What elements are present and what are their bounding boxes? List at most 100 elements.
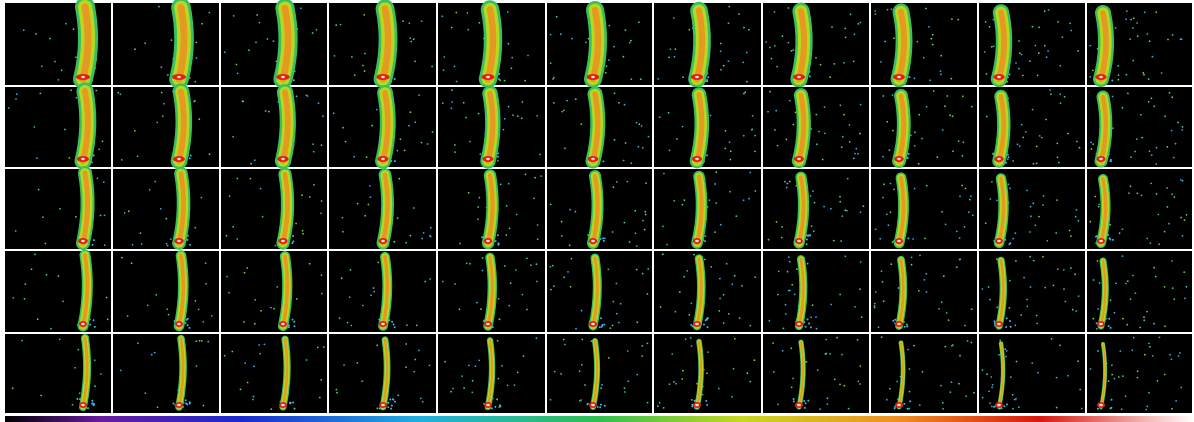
band-base-center [591, 158, 595, 160]
scatter-dot [1115, 27, 1117, 29]
scatter-dot [1130, 19, 1132, 21]
scatter-dot [536, 337, 538, 339]
scatter-dot [1055, 232, 1057, 234]
scatter-dot [849, 124, 851, 126]
scatter-dot [309, 196, 311, 198]
scatter-dot [603, 240, 605, 242]
scatter-dot [366, 156, 368, 158]
scatter-dot [986, 116, 988, 118]
scatter-dot [107, 319, 109, 321]
scatter-dot [640, 78, 642, 80]
scatter-dot [1148, 101, 1150, 103]
scatter-dot [65, 23, 67, 25]
scatter-dot [642, 220, 644, 222]
scatter-dot [1031, 362, 1033, 364]
scatter-dot [144, 42, 146, 44]
scatter-dot [608, 59, 610, 61]
scatter-dot [998, 354, 1000, 356]
scatter-dot [160, 66, 162, 68]
scatter-dot [623, 56, 625, 58]
scatter-dot [728, 60, 730, 62]
band-base-center [281, 240, 285, 242]
scatter-dot [815, 316, 817, 318]
scatter-dot [295, 223, 297, 225]
scatter-dot [104, 215, 106, 217]
scatter-dot [783, 328, 785, 330]
scatter-dot [410, 111, 412, 113]
scatter-dot [906, 326, 908, 328]
scatter-dot [623, 160, 625, 162]
scatter-dot [738, 13, 740, 15]
scatter-dot [714, 231, 716, 233]
scatter-dot [97, 177, 99, 179]
scatter-dot [553, 285, 555, 287]
scatter-dot [276, 286, 278, 288]
scatter-dot [76, 97, 78, 99]
scatter-dot [480, 308, 482, 310]
scatter-dot [636, 245, 638, 247]
scatter-dot [292, 235, 294, 237]
scatter-dot [950, 78, 952, 80]
scatter-dot [857, 23, 859, 25]
scatter-dot [466, 262, 468, 264]
scatter-dot [1130, 298, 1132, 300]
scatter-dot [793, 400, 795, 402]
scatter-dot [24, 298, 26, 300]
scatter-dot [432, 131, 434, 133]
scatter-dot [377, 262, 379, 264]
scatter-dot [830, 304, 832, 306]
scatter-dot [320, 212, 322, 214]
scatter-dot [273, 40, 275, 42]
scatter-dot [602, 160, 604, 162]
scatter-dot [36, 157, 38, 159]
scatter-dot [1117, 65, 1119, 67]
scatter-dot [834, 378, 836, 380]
scatter-dot [826, 403, 828, 405]
scatter-dot [1039, 135, 1041, 137]
scatter-dot [1067, 375, 1069, 377]
scatter-dot [356, 362, 358, 364]
scatter-dot [754, 135, 756, 137]
scatter-dot [224, 51, 226, 53]
panel [871, 87, 977, 167]
scatter-dot [300, 7, 302, 9]
scatter-dot [688, 29, 690, 31]
scatter-dot [754, 276, 756, 278]
scatter-dot [882, 156, 884, 158]
scatter-dot [1069, 230, 1071, 232]
band-base-center [897, 240, 901, 242]
scatter-dot [1186, 214, 1188, 216]
band-base-center [486, 404, 490, 406]
scatter-dot [194, 81, 196, 83]
scatter-dot [1128, 192, 1130, 194]
panel [871, 3, 977, 85]
scatter-dot [463, 102, 465, 104]
scatter-dot [72, 404, 74, 406]
scatter-dot [209, 12, 211, 14]
scatter-dot [289, 402, 291, 404]
scatter-dot [730, 150, 732, 152]
scatter-dot [857, 153, 859, 155]
scatter-dot [1003, 405, 1005, 407]
scatter-dot [1038, 26, 1040, 28]
scatter-dot [361, 380, 363, 382]
scatter-dot [398, 178, 400, 180]
scatter-dot [275, 245, 277, 247]
scatter-dot [1022, 75, 1024, 77]
scatter-dot [141, 243, 143, 245]
scatter-dot [121, 257, 123, 259]
scatter-dot [907, 349, 909, 351]
scatter-dot [1089, 76, 1091, 78]
scatter-dot [863, 205, 865, 207]
scatter-dot [970, 195, 972, 197]
scatter-dot [782, 350, 784, 352]
scatter-dot [1171, 130, 1173, 132]
scatter-dot [604, 237, 606, 239]
scatter-dot [749, 325, 751, 327]
scatter-dot [663, 407, 665, 409]
scatter-dot [859, 288, 861, 290]
scatter-dot [682, 370, 684, 372]
scatter-dot [236, 238, 238, 240]
scatter-dot [496, 398, 498, 400]
band-base-center [281, 323, 285, 325]
